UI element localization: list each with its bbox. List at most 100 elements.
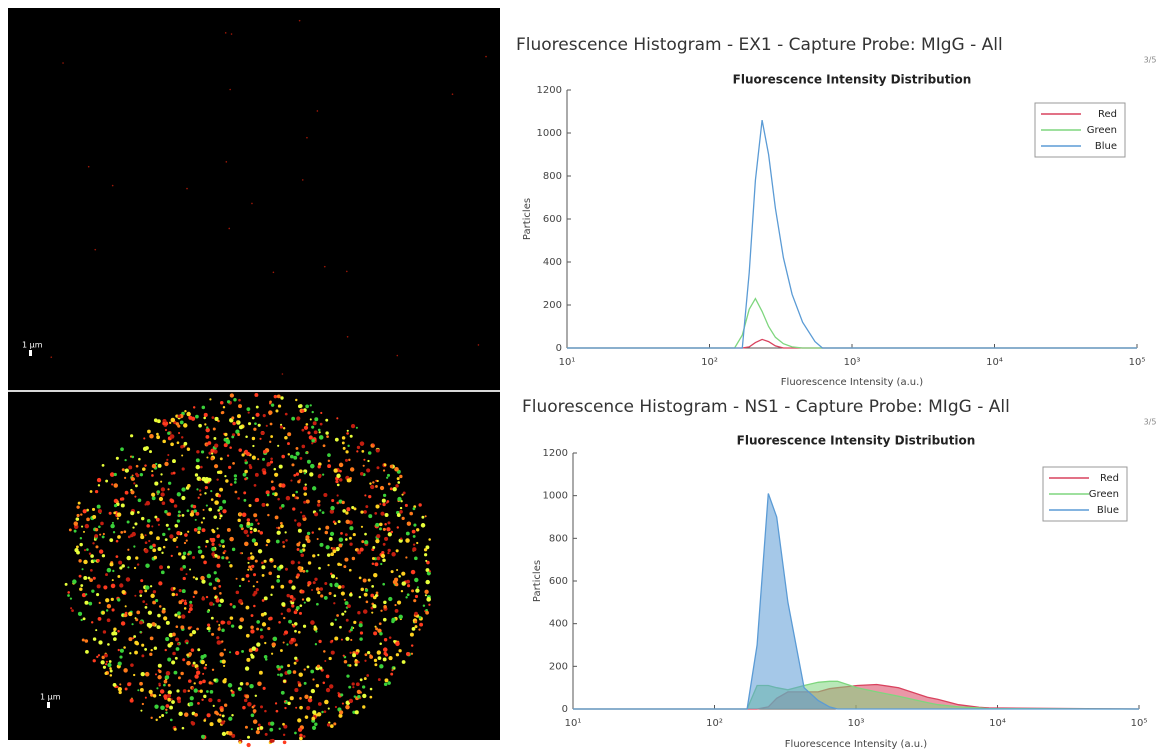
particle <box>239 552 242 555</box>
particle <box>413 599 417 603</box>
particle <box>261 622 267 627</box>
particle <box>340 638 343 641</box>
particle <box>335 479 339 484</box>
particle <box>173 727 177 731</box>
particle <box>195 458 200 463</box>
particle <box>266 493 270 497</box>
particle <box>230 624 235 628</box>
particle <box>286 643 289 646</box>
particle <box>299 736 303 741</box>
particle <box>304 694 309 700</box>
particle <box>224 474 227 478</box>
particle <box>347 664 350 667</box>
particle <box>219 400 224 405</box>
particle <box>265 503 269 507</box>
particle <box>137 498 142 503</box>
particle <box>181 555 186 560</box>
particle <box>213 586 217 590</box>
particle <box>306 459 311 464</box>
particle <box>206 690 209 693</box>
particle <box>203 666 207 670</box>
particle <box>195 511 200 516</box>
particle <box>137 510 140 514</box>
particle <box>426 597 431 602</box>
particle <box>268 571 273 576</box>
particle <box>110 583 116 589</box>
particle <box>387 552 390 555</box>
particle <box>362 578 367 583</box>
particle <box>318 639 322 644</box>
particle <box>398 614 403 619</box>
particle <box>214 553 218 558</box>
particle <box>113 503 118 508</box>
particle <box>202 672 205 675</box>
particle <box>142 467 146 471</box>
particle <box>378 527 382 531</box>
particle <box>86 548 89 551</box>
particle <box>425 559 428 562</box>
particle <box>186 447 191 451</box>
particle <box>297 680 300 684</box>
particle <box>325 418 329 422</box>
particle <box>348 685 352 689</box>
particle <box>253 711 256 714</box>
x-axis-label: Fluorescence Intensity (a.u.) <box>781 377 923 388</box>
particle <box>298 469 303 474</box>
particle <box>174 523 179 528</box>
particle <box>159 689 165 694</box>
particle <box>139 620 143 625</box>
particle <box>109 562 114 567</box>
particle <box>400 589 404 593</box>
particle <box>216 478 219 481</box>
particle <box>324 699 329 705</box>
particle <box>286 608 291 613</box>
particle <box>144 696 147 699</box>
particle <box>177 615 181 619</box>
particle <box>177 676 181 680</box>
particle <box>141 702 145 706</box>
particle <box>279 506 283 510</box>
particle <box>216 579 221 583</box>
particle <box>257 549 263 554</box>
particle <box>304 715 309 719</box>
particle <box>192 576 196 579</box>
particle <box>245 605 250 610</box>
particle <box>269 440 272 443</box>
particle <box>307 431 311 435</box>
particle <box>227 683 233 688</box>
particle <box>294 609 297 612</box>
particle <box>181 614 186 619</box>
particle <box>277 444 280 447</box>
particle <box>113 637 117 641</box>
particle <box>151 525 154 528</box>
particle <box>346 432 349 435</box>
particle <box>414 620 418 624</box>
particle <box>279 564 284 569</box>
particle <box>131 623 134 626</box>
particle <box>220 720 225 725</box>
particle <box>211 452 214 455</box>
particle <box>366 674 370 677</box>
particle <box>178 589 182 593</box>
particle <box>359 691 362 694</box>
particle <box>255 412 260 417</box>
particle <box>196 627 199 631</box>
particle <box>195 577 199 581</box>
particle <box>410 569 416 575</box>
particle <box>325 525 330 530</box>
y-tick-label: 1200 <box>537 85 562 96</box>
particle <box>252 719 258 724</box>
particle <box>281 483 286 488</box>
particle <box>226 400 231 404</box>
particle <box>142 446 148 452</box>
particle <box>231 733 236 738</box>
particle <box>169 718 173 722</box>
particle <box>311 442 314 445</box>
particle <box>299 457 303 460</box>
particle <box>219 487 224 492</box>
particle <box>99 533 102 536</box>
particle <box>380 562 383 566</box>
particle <box>414 594 419 599</box>
particle <box>269 739 274 743</box>
particle <box>126 555 132 561</box>
